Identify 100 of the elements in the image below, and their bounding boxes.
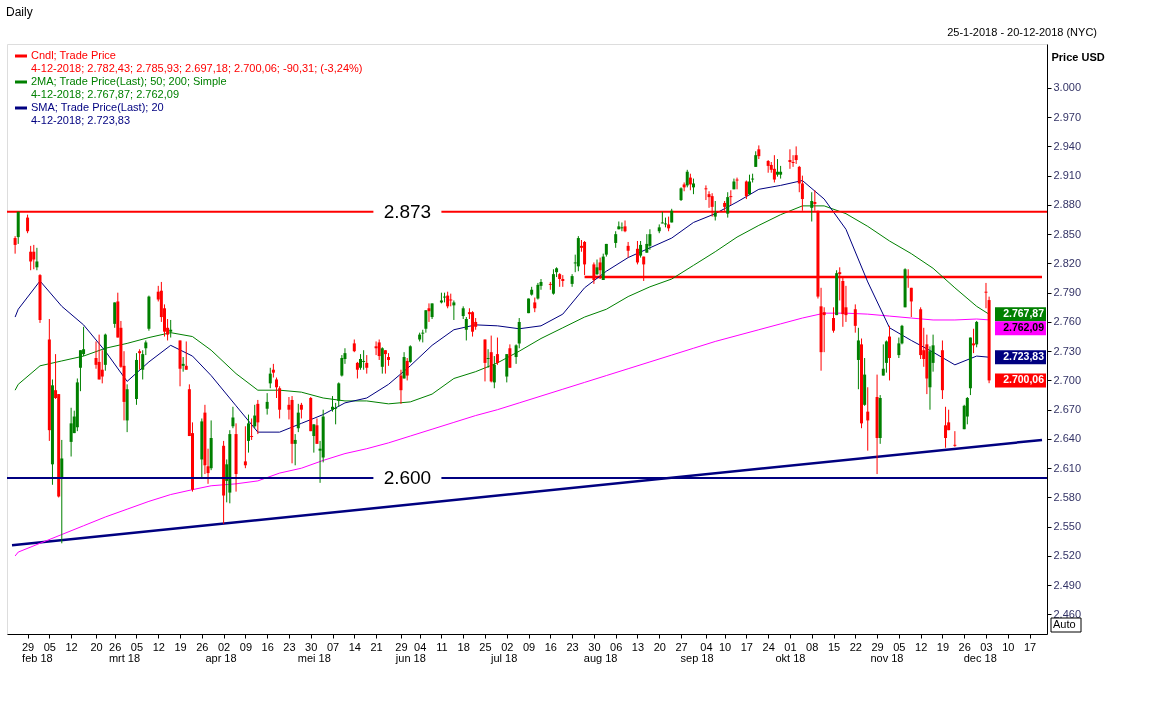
candlestick [623,220,627,233]
candlestick [486,348,490,369]
candlestick [312,423,316,454]
x2-tick-label: aug 18 [583,651,618,664]
x-tick-label: 30 [588,640,601,653]
x-tick-label: 05 [893,640,906,653]
candlestick [256,399,260,435]
x-tick-label: 26 [109,640,122,653]
annotation: 4-12-2018; 2.782,43; 2.785,93; 2.697,18; 2.700,06; -90,31; (-3,24%) [31,62,363,74]
x-tick-label: 29 [21,640,35,653]
y-tick-label: 2.670 [1053,403,1082,416]
candlestick [626,241,630,259]
legend-label: Cndl; Trade Price [31,49,116,61]
candlestick [682,181,686,192]
x-tick-label: 30 [305,640,318,653]
y-tick-label: 2.790 [1053,286,1082,299]
candlestick [713,200,717,222]
x2-tick-label: nov 18 [870,651,904,664]
candlestick [832,306,836,334]
candlestick [747,174,751,196]
candlestick [293,433,297,466]
y-tick-label: 2.580 [1053,490,1082,503]
candlestick [97,334,101,380]
candlestick [822,306,826,353]
y-axis-title: Price USD [1051,50,1105,63]
candlestick [60,439,64,544]
candlestick [35,247,39,271]
candlestick [231,406,235,429]
x-tick-label: 11 [436,640,448,653]
candlestick [29,245,33,271]
x-tick-label: 15 [827,640,841,653]
candlestick [100,349,104,384]
y-tick-label: 2.970 [1053,110,1082,123]
x-tick-label: 20 [653,640,666,653]
x-tick-label: 09 [239,640,253,653]
x-tick-label: 19 [936,640,950,653]
candlestick [645,233,649,254]
candlestick [975,320,979,348]
x-tick-label: 04 [700,640,713,653]
x2-tick-label: dec 18 [963,651,997,664]
data-label: 2.762,09 [1003,321,1045,334]
candlestick [265,392,269,416]
x-tick-label: 09 [522,640,536,653]
candlestick [483,338,487,382]
text: 2.700,06 [1003,373,1044,386]
ref-line-label: 2.873 [383,200,432,222]
candlestick [405,357,409,381]
candlestick [113,301,117,329]
x-tick-label: 02 [217,640,231,653]
y-tick-label: 2.940 [1053,139,1082,152]
candlestick [953,430,957,448]
y-tick-label: 2.850 [1053,227,1082,240]
candlestick [856,327,860,390]
x-tick-label: 06 [610,640,623,653]
text: Auto [1053,618,1076,630]
x2-tick-label: feb 18 [22,651,53,664]
data-label: 2.723,83 [1003,350,1045,363]
candlestick [744,180,748,200]
candlestick [424,309,428,334]
candlestick [853,303,857,334]
candlestick [315,417,319,445]
x-tick-label: 26 [196,640,209,653]
x-tick-label: 12 [152,640,165,653]
x-tick-label: 16 [261,640,274,653]
legend-label: 2MA; Trade Price(Last); 50; 200; Simple [31,75,227,87]
candlestick [247,414,250,454]
y-tick-label: 2.910 [1053,169,1082,182]
y-tick-label: 2.820 [1053,256,1082,269]
candlestick [881,343,885,377]
x-tick-label: 18 [457,640,470,653]
x2-tick-label: okt 18 [775,651,806,664]
x-tick-label: 12 [915,640,928,653]
candlestick [595,259,599,276]
y-tick-label: 2.490 [1053,578,1082,591]
x-tick-label: 08 [806,640,819,653]
x-tick-label: 05 [130,640,144,653]
candlestick [972,328,976,354]
y-tick-label: 2.550 [1053,520,1082,533]
x-tick-label: 13 [631,640,645,653]
x-tick-label: 26 [958,640,971,653]
candlestick [268,367,272,389]
x-tick-label: 23 [566,640,579,653]
candlestick [464,316,468,341]
candlestick [399,369,403,405]
x-tick-label: 22 [849,640,862,653]
candlestick [788,148,792,170]
candlestick [888,325,892,381]
data-label: 2.767,87 [1003,307,1045,320]
y-tick-label: 2.760 [1053,315,1082,328]
candlestick [374,340,378,356]
y-tick-label: 2.640 [1053,432,1082,445]
x-tick-label: 29 [395,640,408,653]
candlestick [495,337,499,366]
candlestick [583,240,587,276]
candlestick [452,299,456,321]
candlestick [250,417,254,441]
candlestick [13,235,17,255]
chart-title: Daily [6,5,33,19]
x-tick-label: 16 [544,640,557,653]
candlestick [181,356,185,373]
